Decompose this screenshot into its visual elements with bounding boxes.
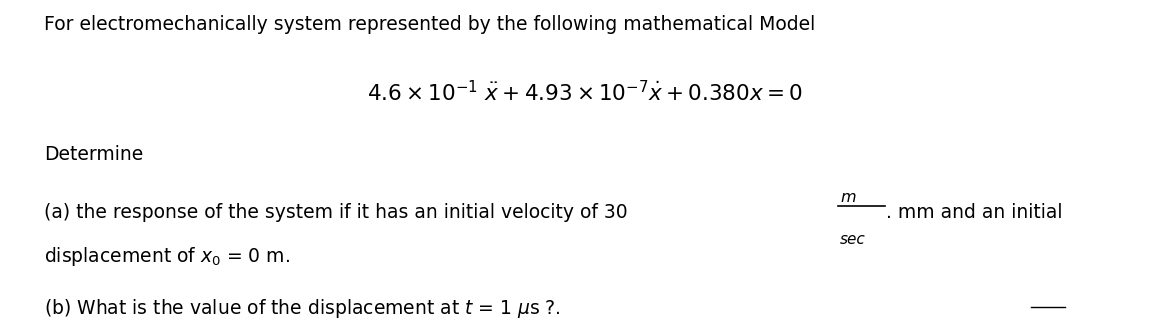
Text: Determine: Determine (44, 145, 144, 163)
Text: (a) the response of the system if it has an initial velocity of 30: (a) the response of the system if it has… (44, 203, 628, 222)
Text: . mm and an initial: . mm and an initial (886, 203, 1062, 222)
Text: displacement of $x_0$ = 0 m.: displacement of $x_0$ = 0 m. (44, 245, 290, 268)
Text: $m$: $m$ (840, 190, 856, 205)
Text: sec: sec (840, 232, 866, 247)
Text: $4.6 \times 10^{-1}\ \ddot{x} + 4.93 \times 10^{-7}\dot{x} + 0.380x = 0$: $4.6 \times 10^{-1}\ \ddot{x} + 4.93 \ti… (367, 80, 803, 105)
Text: For electromechanically system represented by the following mathematical Model: For electromechanically system represent… (44, 15, 815, 33)
Text: (b) What is the value of the displacement at $t$ = 1 $\mu$s ?.: (b) What is the value of the displacemen… (44, 297, 562, 320)
